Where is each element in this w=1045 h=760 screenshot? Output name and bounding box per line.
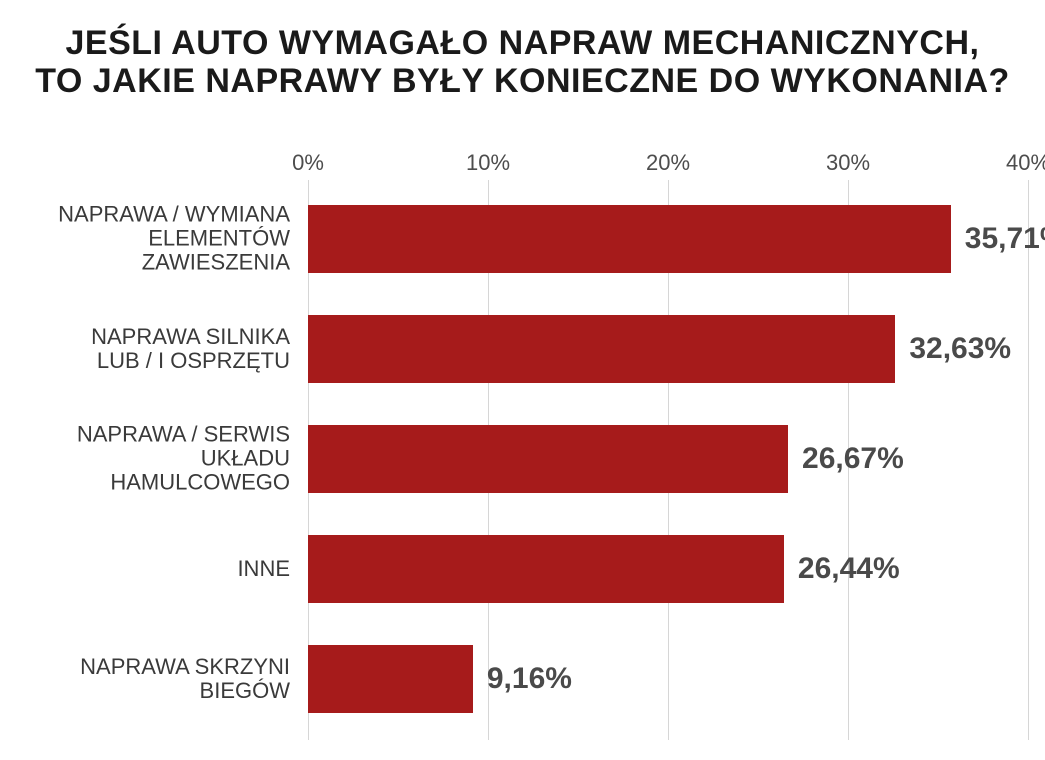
category-label-line: LUB / I OSPRZĘTU bbox=[0, 349, 290, 373]
bar bbox=[308, 425, 788, 493]
chart-plot-area: 0%10%20%30%40%NAPRAWA / WYMIANAELEMENTÓW… bbox=[308, 180, 1028, 740]
bar-row: INNE26,44% bbox=[308, 535, 1028, 603]
category-label: NAPRAWA / SERWIS UKŁADUHAMULCOWEGO bbox=[0, 423, 290, 496]
category-label-line: NAPRAWA SILNIKA bbox=[0, 325, 290, 349]
x-axis-tick-label: 30% bbox=[826, 150, 870, 176]
category-label-line: NAPRAWA / SERWIS UKŁADU bbox=[0, 423, 290, 471]
chart-title-line2: TO JAKIE NAPRAWY BYŁY KONIECZNE DO WYKON… bbox=[0, 62, 1045, 100]
bar bbox=[308, 645, 473, 713]
category-label: NAPRAWA SKRZYNI BIEGÓW bbox=[0, 655, 290, 703]
grid-line bbox=[1028, 180, 1029, 740]
bar-row: NAPRAWA SKRZYNI BIEGÓW9,16% bbox=[308, 645, 1028, 713]
bar bbox=[308, 315, 895, 383]
x-axis-tick-label: 10% bbox=[466, 150, 510, 176]
bar-value-label: 32,63% bbox=[909, 332, 1011, 366]
category-label-line: HAMULCOWEGO bbox=[0, 471, 290, 495]
category-label: NAPRAWA / WYMIANAELEMENTÓW ZAWIESZENIA bbox=[0, 203, 290, 276]
bar-value-label: 35,71% bbox=[965, 222, 1045, 256]
bar-value-label: 26,44% bbox=[798, 552, 900, 586]
bar-value-label: 9,16% bbox=[487, 662, 572, 696]
category-label: NAPRAWA SILNIKALUB / I OSPRZĘTU bbox=[0, 325, 290, 373]
bar-row: NAPRAWA / WYMIANAELEMENTÓW ZAWIESZENIA35… bbox=[308, 205, 1028, 273]
x-axis-tick-label: 0% bbox=[292, 150, 324, 176]
bar-row: NAPRAWA SILNIKALUB / I OSPRZĘTU32,63% bbox=[308, 315, 1028, 383]
x-axis-tick-label: 40% bbox=[1006, 150, 1045, 176]
bar bbox=[308, 205, 951, 273]
category-label-line: NAPRAWA / WYMIANA bbox=[0, 203, 290, 227]
bar-row: NAPRAWA / SERWIS UKŁADUHAMULCOWEGO26,67% bbox=[308, 425, 1028, 493]
category-label-line: NAPRAWA SKRZYNI BIEGÓW bbox=[0, 655, 290, 703]
category-label-line: ELEMENTÓW ZAWIESZENIA bbox=[0, 227, 290, 275]
category-label-line: INNE bbox=[0, 557, 290, 581]
chart-title: JEŚLI AUTO WYMAGAŁO NAPRAW MECHANICZNYCH… bbox=[0, 24, 1045, 100]
category-label: INNE bbox=[0, 557, 290, 581]
bar-value-label: 26,67% bbox=[802, 442, 904, 476]
bar bbox=[308, 535, 784, 603]
chart-title-line1: JEŚLI AUTO WYMAGAŁO NAPRAW MECHANICZNYCH… bbox=[0, 24, 1045, 62]
x-axis-tick-label: 20% bbox=[646, 150, 690, 176]
